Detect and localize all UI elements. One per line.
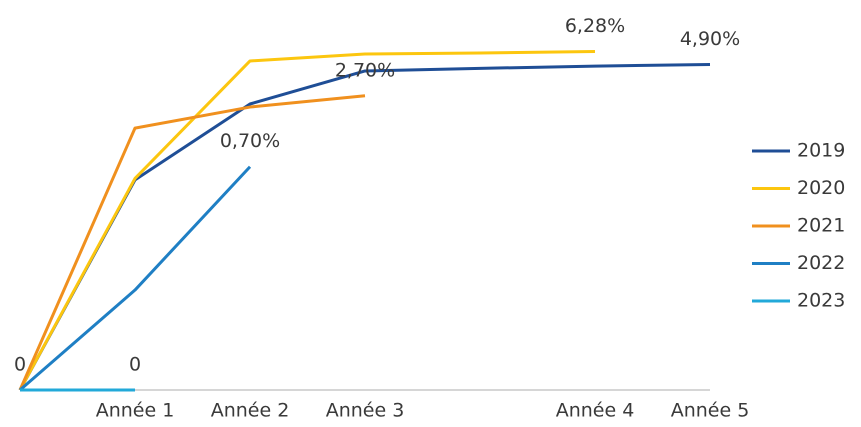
x-tick-label: Année 2 (211, 400, 290, 422)
data-label: 2,70% (335, 59, 395, 81)
data-label: 6,28% (565, 15, 625, 37)
legend-label: 2020 (797, 177, 845, 199)
x-tick-label: Année 1 (96, 400, 175, 422)
data-label: 0,70% (220, 130, 280, 152)
legend-label: 2021 (797, 215, 845, 237)
series-line (18, 62, 711, 391)
series-line (19, 165, 252, 392)
series-line (18, 94, 366, 391)
legend-label: 2022 (797, 252, 845, 274)
x-tick-label: Année 3 (326, 400, 405, 422)
data-label: 4,90% (680, 28, 740, 50)
legend-label: 2019 (797, 140, 845, 162)
x-tick-label: Année 4 (556, 400, 635, 422)
x-tick-label: Année 5 (671, 400, 750, 422)
series-line (18, 49, 596, 391)
legend-label: 2023 (797, 290, 845, 312)
data-label: 0 (129, 354, 141, 376)
data-label: 0 (14, 354, 26, 376)
